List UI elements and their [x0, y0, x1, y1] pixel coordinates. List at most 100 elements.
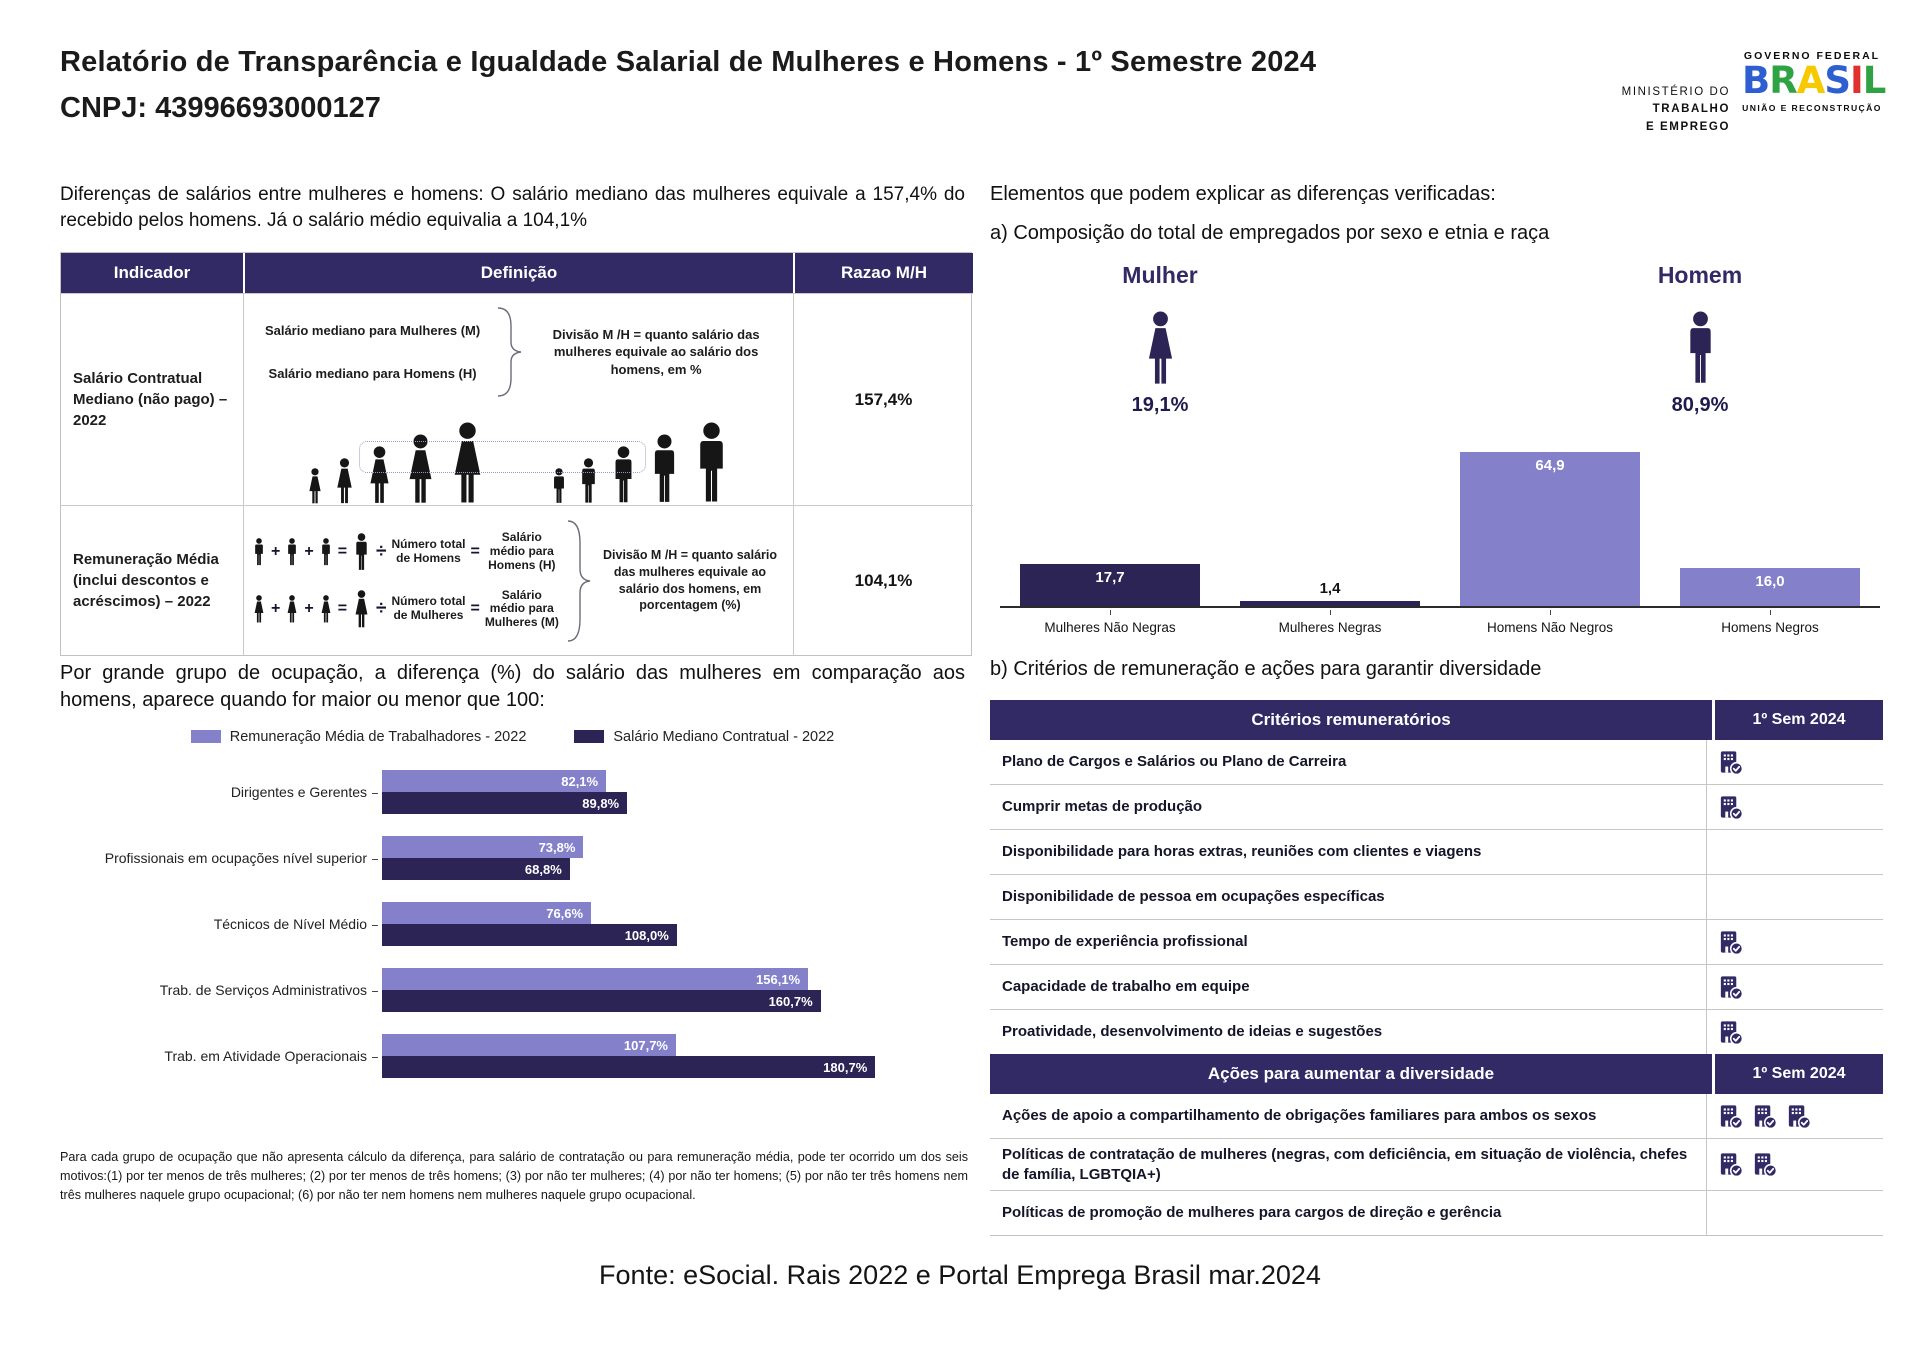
criteria-label: Cumprir metas de produção [990, 785, 1707, 829]
brasil-letter: A [1796, 59, 1826, 102]
criteria-rows: Plano de Cargos e Salários ou Plano de C… [990, 740, 1883, 1054]
woman-icon [333, 458, 356, 504]
occupation-bars: 82,1% 89,8% [382, 770, 887, 814]
occupation-bar-dark: 89,8% [382, 792, 628, 814]
indicator-table-header-definicao: Definição [243, 253, 793, 293]
criteria-status [1707, 965, 1883, 1009]
occupation-bar-dark: 160,7% [382, 990, 821, 1012]
median-division-note: Divisão M /H = quanto salário das mulher… [552, 326, 760, 377]
building-check-icon [1751, 1103, 1778, 1130]
brasil-letter: L [1862, 59, 1887, 102]
legend-item-median: Salário Mediano Contratual - 2022 [574, 729, 834, 745]
criteria-label: Capacidade de trabalho em equipe [990, 965, 1707, 1009]
occupation-category-label: Profissionais em ocupações nível superio… [60, 850, 378, 866]
occupation-bar-dark: 108,0% [382, 924, 677, 946]
occupation-bar-value: 160,7% [768, 993, 813, 1009]
composition-category-label: Homens Negros [1660, 610, 1880, 635]
man-share-value: 80,9% [1671, 394, 1729, 416]
composition-category-label: Mulheres Negras [1220, 610, 1440, 635]
indicator-average-pay-label: Remuneração Média (inclui descontos e ac… [61, 505, 243, 655]
occupation-bar-value: 76,6% [546, 905, 584, 921]
building-check-icon [1717, 794, 1744, 821]
equals-operator: = [337, 542, 348, 560]
explaining-elements-heading: Elementos que podem explicar as diferenç… [990, 183, 1496, 205]
woman-label: Mulher [1122, 262, 1198, 288]
indicator-median-salary-definition: Salário mediano para Mulheres (M) Salári… [243, 293, 793, 505]
indicator-table-header-razao: Razao M/H [793, 253, 973, 293]
building-check-icon [1717, 929, 1744, 956]
legend-swatch-light [190, 730, 221, 743]
occupation-bar-light: 82,1% [382, 770, 607, 792]
formula-count-label: Número total de Homens [391, 537, 466, 565]
criteria-status [1707, 920, 1883, 964]
criteria-row: Plano de Cargos e Salários ou Plano de C… [990, 740, 1883, 785]
composition-column: 16,0 [1660, 568, 1880, 606]
brace-icon [567, 519, 591, 642]
composition-bar-value: 64,9 [1535, 457, 1565, 475]
man-icon [319, 538, 333, 566]
criteria-subheading: b) Critérios de remuneração e ações para… [990, 658, 1542, 680]
occupation-bar-value: 107,7% [623, 1037, 668, 1053]
woman-icon [285, 595, 299, 623]
indicator-median-salary-label: Salário Contratual Mediano (não pago) – … [61, 293, 243, 505]
criteria-row: Disponibilidade de pessoa em ocupações e… [990, 875, 1883, 920]
criteria-label: Plano de Cargos e Salários ou Plano de C… [990, 740, 1707, 784]
criteria-status [1707, 830, 1883, 874]
ministry-line2: TRABALHO [1652, 103, 1730, 116]
divide-operator: ÷ [376, 540, 387, 562]
occupation-chart-heading: Por grande grupo de ocupação, a diferenç… [60, 662, 965, 711]
man-icon [252, 538, 266, 566]
criteria-row: Tempo de experiência profissional [990, 920, 1883, 965]
occupation-bars: 107,7% 180,7% [382, 1034, 887, 1078]
occupation-bar-value: 73,8% [538, 839, 576, 855]
source-footer: Fonte: eSocial. Rais 2022 e Portal Empre… [599, 1260, 1321, 1290]
salary-difference-intro: Diferenças de salários entre mulheres e … [60, 184, 965, 232]
actions-header-period: 1º Sem 2024 [1712, 1054, 1883, 1094]
criteria-status [1707, 785, 1883, 829]
median-men-label: Salário mediano para Homens (H) [268, 366, 477, 381]
cnpj-line: CNPJ: 43996693000127 [60, 92, 381, 124]
criteria-label: Ações de apoio a compartilhamento de obr… [990, 1094, 1707, 1138]
occupation-chart-footnote: Para cada grupo de ocupação que não apre… [60, 1150, 968, 1202]
legend-item-average: Remuneração Média de Trabalhadores - 202… [190, 729, 526, 745]
criteria-status [1707, 1010, 1883, 1054]
page-title: Relatório de Transparência e Igualdade S… [60, 46, 1317, 78]
occupation-bar-chart: Dirigentes e Gerentes 82,1% 89,8% Profissio… [60, 770, 965, 1100]
woman-icon [252, 595, 266, 623]
median-ratio-value: 157,4% [793, 293, 973, 505]
ministry-line1: MINISTÉRIO DO [1621, 86, 1730, 98]
men-average-formula: + + = ÷ Número total de Homens = Salário médio… [252, 530, 565, 572]
occupation-row: Técnicos de Nível Médio 76,6% 108,0% [60, 902, 965, 946]
occupation-bars: 156,1% 160,7% [382, 968, 887, 1012]
equals-operator: = [470, 542, 480, 560]
occupation-row: Trab. em Atividade Operacionais 107,7% 180… [60, 1034, 965, 1078]
plus-operator: + [271, 600, 281, 618]
woman-share-value: 19,1% [1131, 394, 1189, 416]
building-check-icon [1717, 1019, 1744, 1046]
occupation-row: Trab. de Serviços Administrativos 156,1% 1… [60, 968, 965, 1012]
composition-bar-value: 1,4 [1319, 580, 1341, 597]
criteria-header-period: 1º Sem 2024 [1712, 700, 1883, 740]
building-check-icon [1717, 749, 1744, 776]
criteria-header-label: Critérios remuneratórios [1251, 710, 1451, 729]
woman-icon [1055, 311, 1265, 390]
brasil-letter: S [1824, 59, 1851, 102]
criteria-row: Capacidade de trabalho em equipe [990, 965, 1883, 1010]
occupation-bar-value: 180,7% [823, 1059, 868, 1075]
composition-category-label: Homens Não Negros [1440, 610, 1660, 635]
occupation-bar-dark: 180,7% [382, 1056, 876, 1078]
criteria-label: Tempo de experiência profissional [990, 920, 1707, 964]
man-icon [285, 538, 299, 566]
criteria-row: Ações de apoio a compartilhamento de obr… [990, 1094, 1883, 1139]
women-average-formula: + + = ÷ Número total de Mulheres = Salário méd… [252, 588, 565, 630]
occupation-bar-value: 89,8% [582, 795, 620, 811]
occupation-bar-value: 156,1% [756, 971, 801, 987]
axis-tick [372, 792, 378, 795]
criteria-status [1707, 1139, 1883, 1190]
indicator-average-pay-definition: + + = ÷ Número total de Homens = Salário médio… [243, 505, 793, 655]
woman-icon [319, 595, 333, 623]
gov-logo-top-text: GOVERNO FEDERAL [1743, 50, 1881, 62]
criteria-row: Políticas de contratação de mulheres (ne… [990, 1139, 1883, 1191]
composition-bar: 16,0 [1680, 568, 1860, 606]
occupation-bars: 73,8% 68,8% [382, 836, 887, 880]
